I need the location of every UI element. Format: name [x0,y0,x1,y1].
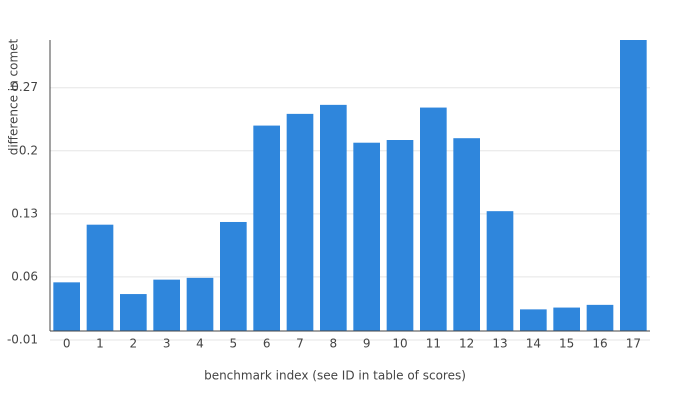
x-tick-label: 13 [492,337,507,351]
x-tick-label: 1 [96,337,104,351]
bar [486,211,514,331]
bar [553,307,580,331]
x-tick-label: 9 [363,337,371,351]
x-tick-label: 10 [392,337,407,351]
bar [320,104,347,331]
bar [353,142,380,331]
x-tick-label: 3 [163,337,171,351]
x-tick-label: 6 [263,337,271,351]
x-tick-label: 11 [426,337,441,351]
y-tick-label: 0.27 [11,80,38,94]
x-tick-label: 17 [626,337,641,351]
bar [253,125,280,331]
bar [286,113,314,331]
bar [620,40,647,331]
x-tick-label: 0 [63,337,71,351]
x-tick-label: 16 [592,337,607,351]
bar [453,138,480,331]
x-tick-label: 4 [196,337,204,351]
bar [420,107,447,331]
x-tick-label: 5 [230,337,238,351]
y-axis-title: difference in comet [7,38,21,155]
y-tick-label: 0.06 [11,269,38,283]
bar [586,304,614,331]
bar [86,224,114,331]
x-tick-label: 8 [330,337,338,351]
bar [120,294,147,331]
x-axis-title: benchmark index (see ID in table of scor… [204,369,466,383]
x-tick-label: 7 [296,337,304,351]
x-tick-label: 12 [459,337,474,351]
x-tick-label: 15 [559,337,574,351]
y-tick-label: 0.2 [19,143,38,157]
bar [386,140,414,331]
y-tick-label: -0.01 [7,333,38,347]
x-tick-label: 2 [130,337,138,351]
bar [220,221,247,331]
bar [520,309,547,331]
x-tick-label: 14 [526,337,541,351]
bar [153,279,180,331]
bar [186,277,214,331]
bar [53,282,80,331]
y-tick-label: 0.13 [11,206,38,220]
